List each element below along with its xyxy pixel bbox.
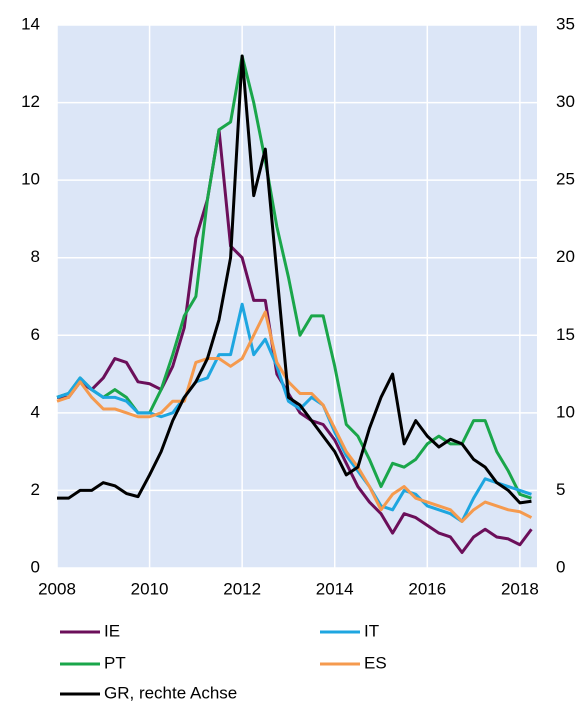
y-tick-label: 6 bbox=[31, 325, 40, 344]
series-line bbox=[56, 310, 533, 523]
legend-label: PT bbox=[104, 653, 126, 672]
y2-tick-label: 15 bbox=[556, 325, 575, 344]
legend-label: GR, rechte Achse bbox=[104, 683, 237, 702]
series-line bbox=[57, 128, 533, 554]
y2-tick-label: 30 bbox=[556, 92, 575, 111]
series-line bbox=[56, 302, 532, 523]
x-tick-label: 2018 bbox=[501, 579, 539, 598]
x-tick-label: 2012 bbox=[223, 579, 261, 598]
y2-tick-label: 20 bbox=[556, 247, 575, 266]
y-tick-label: 8 bbox=[31, 247, 40, 266]
x-tick-label: 2008 bbox=[38, 579, 76, 598]
y-tick-label: 2 bbox=[31, 480, 40, 499]
y-tick-label: 14 bbox=[21, 14, 40, 33]
legend-label: ES bbox=[364, 653, 387, 672]
y2-tick-label: 5 bbox=[556, 480, 565, 499]
y-tick-label: 10 bbox=[21, 170, 40, 189]
legend-label: IE bbox=[104, 621, 120, 640]
plot-area bbox=[57, 25, 537, 568]
legend-label: IT bbox=[364, 621, 379, 640]
y-tick-label: 4 bbox=[31, 402, 40, 421]
series-line bbox=[57, 54, 532, 505]
y2-tick-label: 0 bbox=[556, 557, 565, 576]
y2-tick-label: 25 bbox=[556, 170, 575, 189]
x-tick-label: 2016 bbox=[408, 579, 446, 598]
x-tick-label: 2014 bbox=[316, 579, 354, 598]
y2-tick-label: 10 bbox=[556, 402, 575, 421]
y-tick-label: 12 bbox=[21, 92, 40, 111]
y-tick-label: 0 bbox=[31, 557, 40, 576]
x-tick-label: 2010 bbox=[131, 579, 169, 598]
y2-tick-label: 35 bbox=[556, 14, 575, 33]
